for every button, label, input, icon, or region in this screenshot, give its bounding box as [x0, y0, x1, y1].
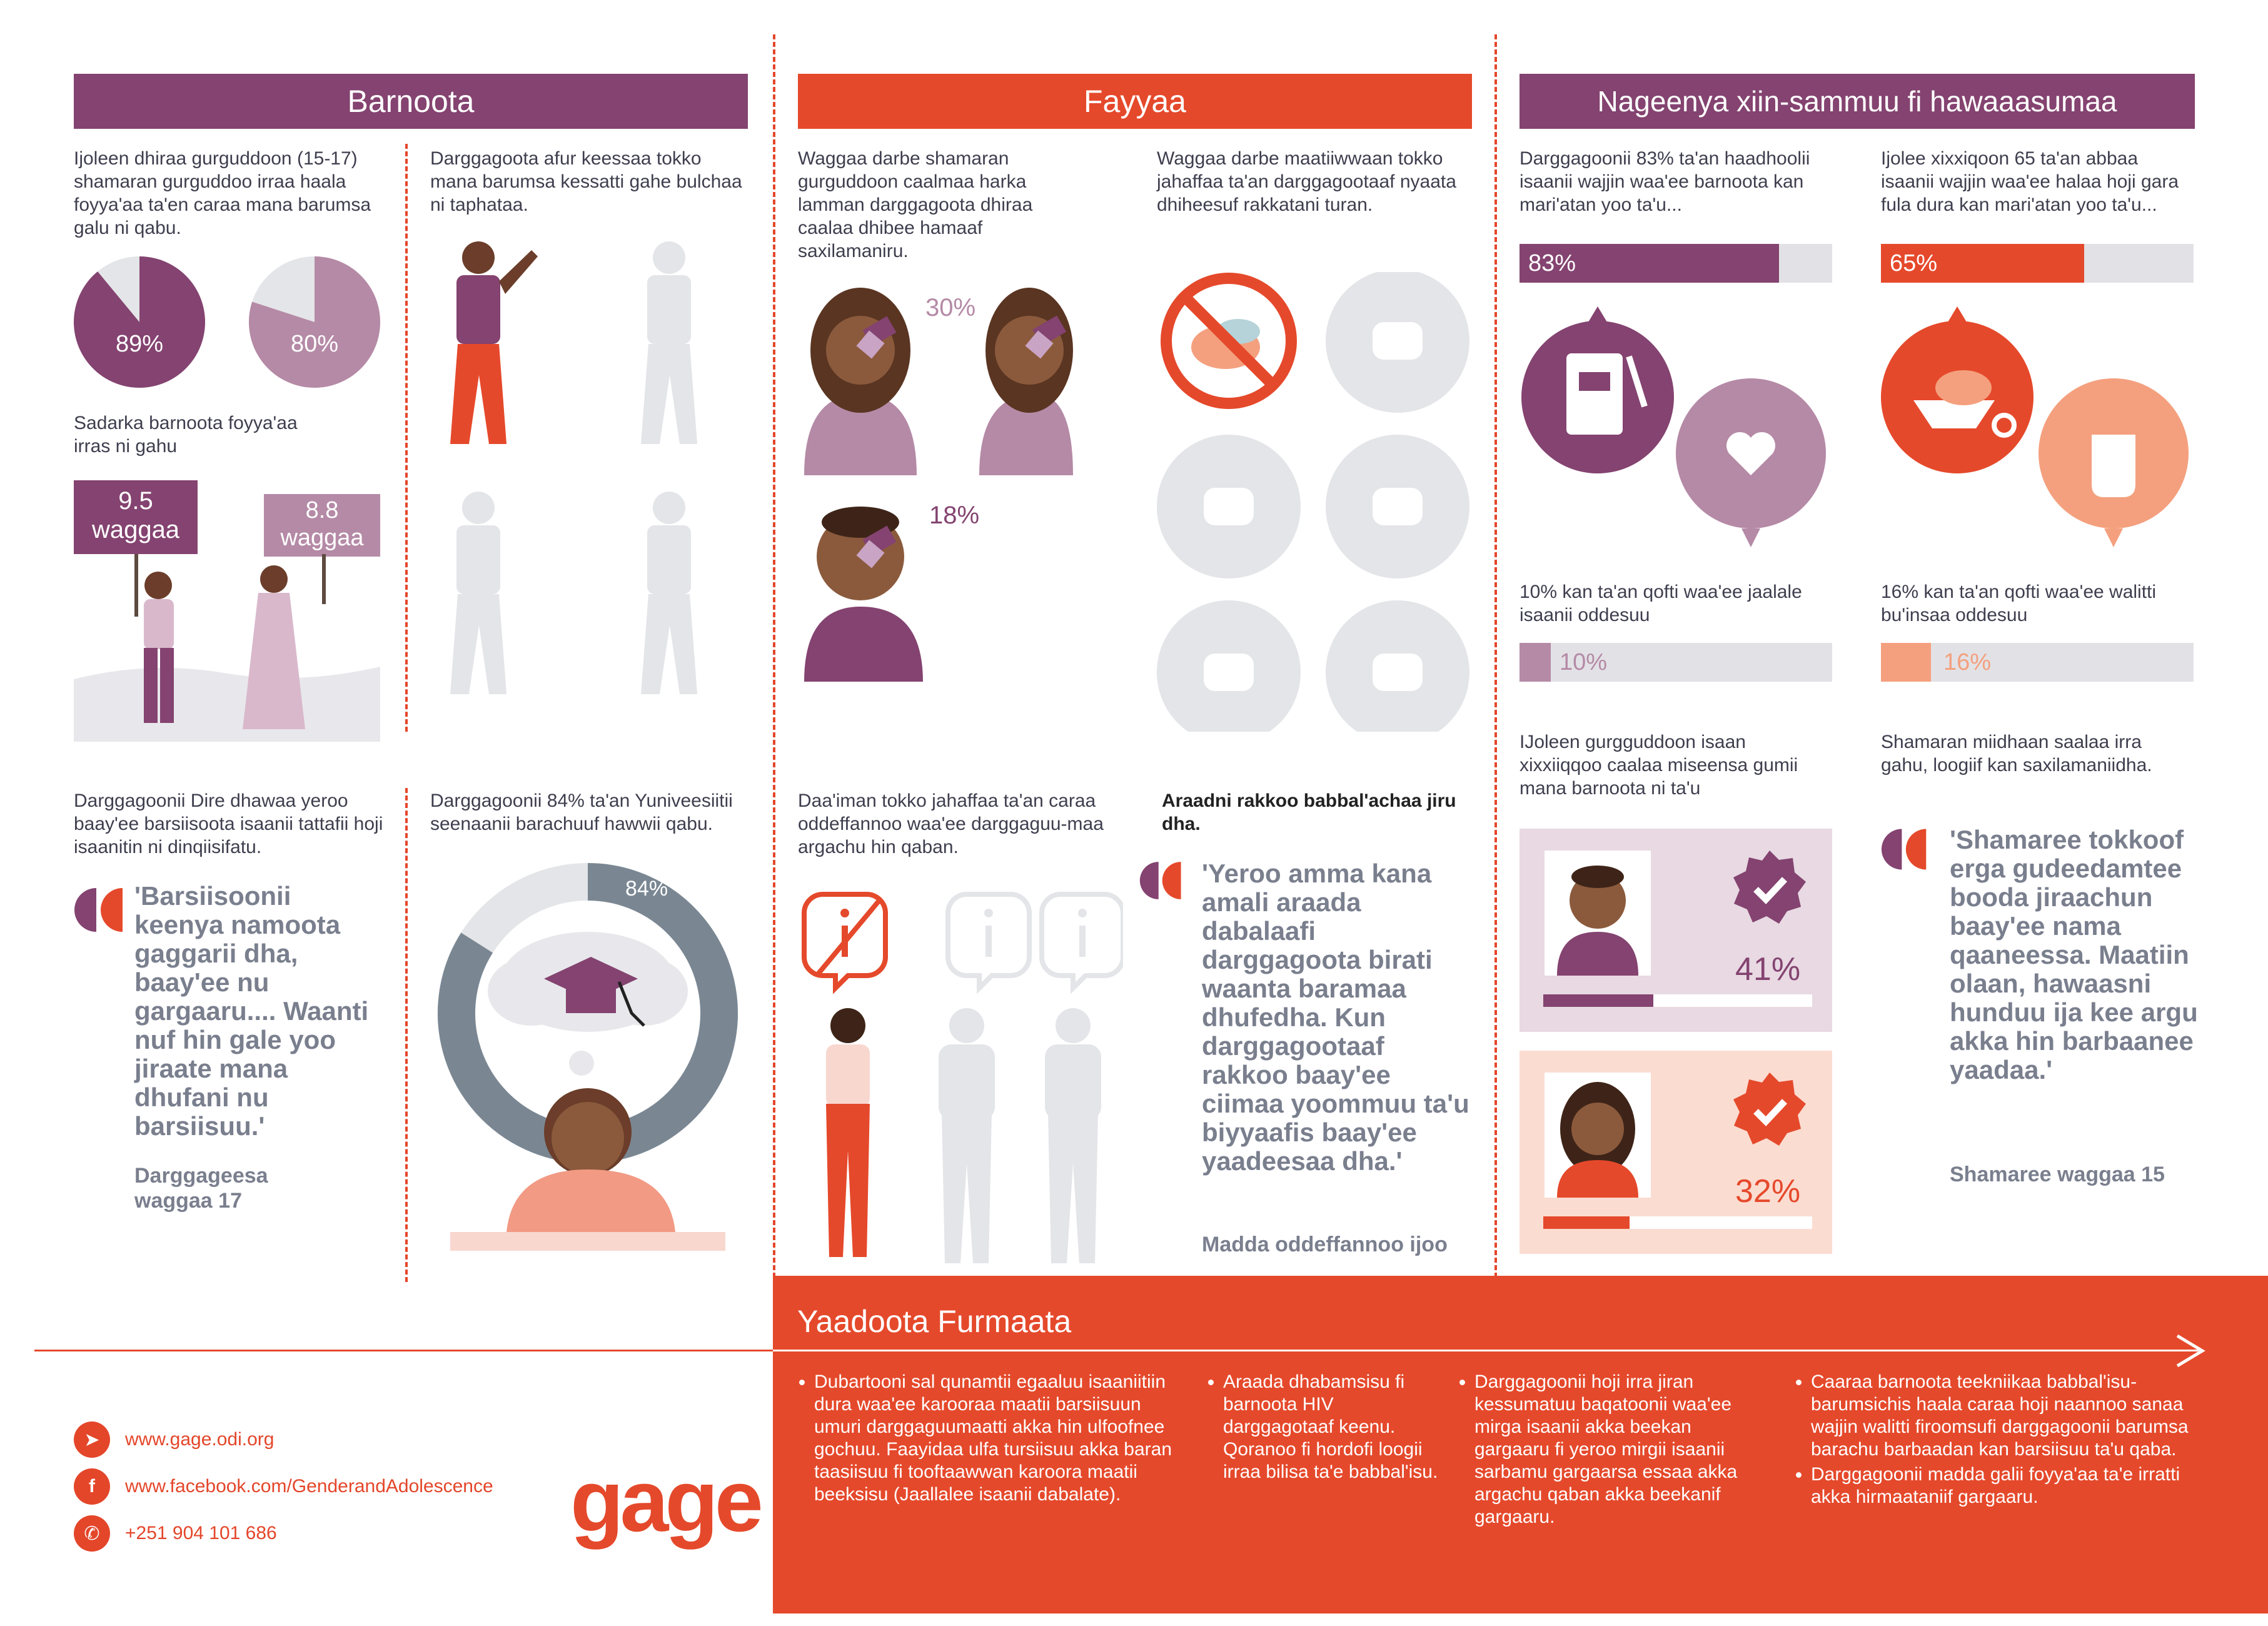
rakkoo-heading: Araadni rakkoo babbal'achaa jiru dha.	[1162, 790, 1456, 834]
quote-mark-icon-fayyaa	[1139, 862, 1181, 899]
info-icons-illustration	[802, 892, 1123, 1263]
web-link[interactable]: www.gage.odi.org	[125, 1429, 275, 1450]
bar-10-label: 10%	[1560, 649, 1608, 675]
section-title-barnoota: Barnoota	[74, 74, 748, 129]
bar-65: 65%	[1881, 244, 2194, 283]
bar-10: 10%	[1520, 643, 1832, 682]
donut-chart-84: 84%	[438, 863, 738, 1251]
membership-card-41: 41%	[1520, 829, 1832, 1032]
recommendations-col-4: Caaraa barnoota teekniikaa babbal'isu-ba…	[1796, 1371, 2199, 1511]
nageenya-quote: 'Shamaree tokkoof erga gudeedamtee booda…	[1950, 825, 2198, 1084]
pie-chart-89: 89%	[74, 256, 205, 388]
recommendations-panel	[773, 1276, 2268, 1613]
fayyaa-quote: 'Yeroo amma kana amali araada dabalaafi …	[1202, 859, 1469, 1176]
nageenya-right-text-2: 16% kan ta'an qofti waa'ee walitti bu'in…	[1881, 582, 2157, 625]
nageenya-left-text: Darggagoonii 83% ta'an haadhoolii isaani…	[1520, 148, 1810, 215]
recommendation-item: Darggagoonii madda galii foyya'aa ta'e i…	[1811, 1463, 2199, 1508]
barnoota-intro: Ijoleen dhiraa gurguddoon (15-17) shamar…	[74, 148, 371, 238]
donut-84-label: 84%	[625, 877, 668, 901]
fayyaa-quote-attribution: Madda oddeffannoo ijoo	[1202, 1233, 1448, 1256]
pie-80-label: 80%	[291, 331, 338, 357]
divider-barnoota-inner-2	[405, 788, 408, 1282]
divider-2	[1494, 34, 1497, 1285]
recommendations-title: Yaadoota Furmaata	[797, 1304, 1072, 1339]
sign-1-number: 9.5	[118, 487, 153, 515]
sign-8-8-waggaa: 8.8 waggaa	[264, 494, 380, 557]
fayyaa-pct-30: 30%	[925, 294, 976, 321]
recommendations-col-3: Darggagoonii hoji irra jiran kessumatuu …	[1459, 1371, 1768, 1531]
student-figures-illustration	[450, 241, 697, 694]
recommendation-item: Dubartooni sal qunamtii egaaluu isaaniit…	[814, 1371, 1183, 1506]
bar-16: 16%	[1881, 643, 2194, 682]
membership-card-32: 32%	[1520, 1051, 1832, 1254]
web-link-icon[interactable]: ➤	[74, 1421, 110, 1458]
bar-65-label: 65%	[1890, 250, 1938, 276]
bar-83-label: 83%	[1528, 250, 1576, 276]
girl-portrait	[1545, 851, 1651, 976]
barnoota-quote: 'Barsiisoonii keenya namoota gaggarii dh…	[134, 881, 369, 1141]
girl-portraits-illustration	[804, 288, 1073, 682]
recommendation-item: Darggagoonii hoji irra jiran kessumatuu …	[1474, 1371, 1768, 1528]
protest-figures-illustration	[74, 554, 380, 742]
fist-icon	[2092, 435, 2135, 497]
bar-83: 83%	[1520, 244, 1832, 283]
arrow-right-icon	[2176, 1334, 2205, 1368]
girl-portrait-2	[1545, 1073, 1651, 1198]
divider-barnoota-inner	[405, 144, 408, 732]
card-32-track	[1543, 1216, 1812, 1229]
sign-9-5-waggaa: 9.5 waggaa	[74, 480, 198, 554]
fayyaa-intro: Waggaa darbe shamaran gurguddoon caalmaa…	[798, 148, 1033, 261]
nageenya-left-text-2: 10% kan ta'an qofti waa'ee jaalale isaan…	[1520, 582, 1802, 625]
nageenya-right-text: Ijolee xixxiqoon 65 ta'an abbaa isaanii …	[1881, 148, 2179, 215]
university-text: Darggagoonii 84% ta'an Yuniveesiitii see…	[430, 790, 733, 834]
fayyaa-pct-18: 18%	[929, 502, 980, 529]
card-41-label: 41%	[1735, 951, 1801, 987]
recommendations-col-1: Dubartooni sal qunamtii egaaluu isaaniit…	[799, 1371, 1183, 1508]
nageenya-quote-attribution: Shamaree waggaa 15	[1950, 1163, 2165, 1186]
phone-link[interactable]: +251 904 101 686	[125, 1523, 277, 1543]
pie-89-label: 89%	[116, 331, 163, 357]
bar-65-fill: 65%	[1881, 244, 2084, 283]
recommendation-item: Caaraa barnoota teekniikaa babbal'isu-ba…	[1811, 1371, 2199, 1461]
timeline-line-white	[773, 1350, 2199, 1351]
bar-83-fill: 83%	[1520, 244, 1779, 283]
heart-icon	[1726, 432, 1775, 475]
pie-chart-80: 80%	[249, 256, 380, 388]
phone-icon[interactable]: ✆	[74, 1515, 110, 1552]
dire-dhawaa-text: Darggagoonii Dire dhawaa yeroo baay'ee b…	[74, 790, 383, 857]
barnoota-quote-attribution: Darggageesa waggaa 17	[134, 1164, 268, 1213]
recommendation-item: Araada dhabamsisu fi barnoota HIV dargga…	[1223, 1371, 1448, 1483]
card-32-fill	[1543, 1216, 1630, 1229]
divider-1	[773, 34, 775, 1285]
sign-1-unit: waggaa	[91, 516, 180, 543]
bar-16-fill	[1881, 643, 1931, 682]
info-access-text: Daa'iman tokko jahaffaa ta'an caraa odde…	[798, 790, 1104, 857]
check-badge-icon	[1733, 851, 1806, 924]
card-32-label: 32%	[1735, 1173, 1801, 1209]
card-41-track	[1543, 994, 1812, 1007]
sign-2-unit: waggaa	[280, 525, 364, 551]
gurgguddoon-text: IJoleen gurgguddoon isaan xixxiiqqoo caa…	[1520, 732, 1798, 799]
miidhaan-text: Shamaran miidhaan saalaa irra gahu, loog…	[1881, 732, 2152, 775]
bar-10-fill	[1520, 643, 1551, 682]
quote-mark-icon-nageenya	[1881, 829, 1927, 870]
section-title-nageenya: Nageenya xiin-sammuu fi hawaaasumaa	[1520, 74, 2195, 129]
sign-2-number: 8.8	[305, 497, 339, 523]
card-41-fill	[1543, 994, 1654, 1007]
check-badge-icon-2	[1733, 1073, 1806, 1146]
discussion-bubbles-illustration	[1521, 306, 2189, 547]
bar-16-label: 16%	[1943, 649, 1992, 675]
quote-mark-icon	[74, 888, 123, 932]
recommendations-col-2: Araada dhabamsisu fi barnoota HIV dargga…	[1208, 1371, 1448, 1486]
sadarka-text: Sadarka barnoota foyya'aa irras ni gahu	[74, 413, 298, 457]
dropout-text: Darggagoota afur keessaa tokko mana baru…	[430, 148, 742, 215]
food-insecurity-text: Waggaa darbe maatiiwwaan tokko jahaffaa …	[1157, 148, 1456, 215]
food-icons-grid	[1157, 272, 1469, 732]
section-title-fayyaa: Fayyaa	[798, 74, 1472, 129]
facebook-link[interactable]: www.facebook.com/GenderandAdolescence	[125, 1476, 493, 1497]
gage-logo: gage	[570, 1452, 764, 1550]
facebook-icon[interactable]: f	[74, 1468, 110, 1505]
